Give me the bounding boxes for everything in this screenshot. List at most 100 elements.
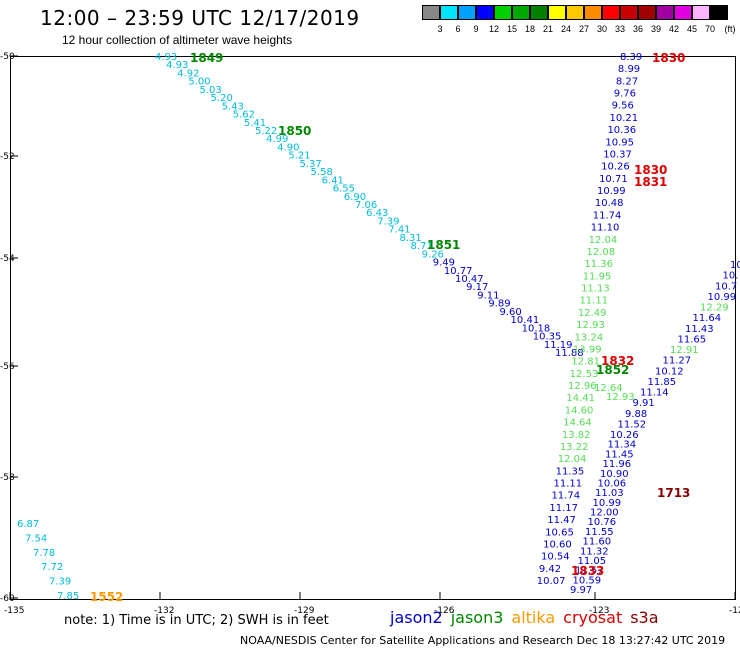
colorbar-label: 12 <box>488 24 499 34</box>
track-time-label: 1552 <box>90 590 123 604</box>
satellite-legend: jason2 jason3 altika cryosat s3a <box>390 608 667 627</box>
swh-value: 7.41 <box>388 225 410 236</box>
swh-value: 10.65 <box>545 527 574 538</box>
swh-value: 5.37 <box>299 159 321 170</box>
legend-altika: altika <box>511 608 556 627</box>
y-tick-label: -58 <box>0 473 15 483</box>
colorbar-swatch <box>440 5 458 20</box>
swh-value: 8.71 <box>411 241 433 252</box>
colorbar-swatch <box>458 5 476 20</box>
swh-value: 12.04 <box>558 454 587 465</box>
swh-value: 10.18 <box>522 323 551 334</box>
swh-value: 13.99 <box>573 344 602 355</box>
swh-value: 11.32 <box>580 546 609 557</box>
swh-value: 10.06 <box>598 478 627 489</box>
swh-value: 10.59 <box>573 575 602 586</box>
swh-value: 9.91 <box>633 398 655 409</box>
swh-value: 12.49 <box>578 308 607 319</box>
legend-jason3: jason3 <box>450 608 504 627</box>
y-tick-label: -52 <box>0 152 15 162</box>
swh-value: 6.87 <box>17 519 39 530</box>
swh-value: 10.99 <box>708 292 737 303</box>
swh-value: 8.39 <box>620 52 642 63</box>
swh-value: 10.76 <box>588 517 617 528</box>
swh-value: 9.56 <box>612 101 634 112</box>
swh-value: 10.26 <box>610 430 639 441</box>
map-plot-frame <box>10 56 736 600</box>
legend-jason2: jason2 <box>390 608 443 627</box>
swh-value: 11.35 <box>556 466 585 477</box>
x-tick-label: -132 <box>154 606 174 616</box>
swh-value: 11.11 <box>554 479 583 490</box>
swh-value: 10.12 <box>655 366 684 377</box>
colorbar-label: 70 <box>704 24 715 34</box>
swh-value: 9.42 <box>539 564 561 575</box>
swh-value: 9.76 <box>614 89 636 100</box>
swh-value: 5.62 <box>233 110 255 121</box>
swh-value: 11.55 <box>585 527 614 538</box>
swh-value: 10. <box>723 271 739 282</box>
swh-value: 10.36 <box>607 125 636 136</box>
x-tick-label: -135 <box>4 606 24 616</box>
swh-value: 10.71 <box>599 174 628 185</box>
swh-value: 11.88 <box>555 348 584 359</box>
swh-value: 11.03 <box>595 488 624 499</box>
swh-value: 7.78 <box>33 548 55 559</box>
swh-value: 12.96 <box>568 381 597 392</box>
track-time-label: 1849 <box>190 51 223 65</box>
colorbar-label: 21 <box>542 24 553 34</box>
swh-value: 11.19 <box>544 340 573 351</box>
colorbar-swatch <box>638 5 656 20</box>
colorbar-swatch <box>692 5 710 20</box>
y-tick-label: -50 <box>0 52 15 62</box>
swh-value: 5.20 <box>211 93 233 104</box>
swh-value: 10.48 <box>595 198 624 209</box>
swh-value: 10. <box>730 260 740 271</box>
y-tick-label: -54 <box>0 254 15 264</box>
colorbar-label: 18 <box>524 24 535 34</box>
colorbar-swatch <box>674 5 692 20</box>
colorbar-label: 39 <box>650 24 661 34</box>
track-time-label: 1850 <box>278 124 311 138</box>
swh-value: 10.7 <box>715 281 737 292</box>
swh-value: 11.96 <box>603 459 632 470</box>
swh-value: 10.90 <box>600 469 629 480</box>
swh-value: 6.90 <box>344 192 366 203</box>
footer-credit: NOAA/NESDIS Center for Satellite Applica… <box>240 634 726 647</box>
colorbar-swatch <box>476 5 494 20</box>
swh-value: 9.88 <box>625 409 647 420</box>
swh-value: 12.91 <box>670 345 699 356</box>
swh-value: 11.43 <box>685 324 714 335</box>
colorbar-label: 45 <box>686 24 697 34</box>
colorbar-label: 30 <box>596 24 607 34</box>
track-time-label: 1713 <box>657 486 690 500</box>
colorbar-label: 3 <box>437 24 443 34</box>
swh-value: 10.54 <box>541 552 570 563</box>
swh-value: 13.24 <box>575 332 604 343</box>
swh-value: 11.36 <box>584 259 613 270</box>
swh-value: 9.49 <box>433 258 455 269</box>
swh-value: 9.97 <box>570 585 592 596</box>
swh-value: 12.64 <box>594 383 623 394</box>
swh-value: 11.95 <box>583 271 612 282</box>
track-time-label: 1851 <box>427 238 460 252</box>
swh-value: 9.11 <box>477 290 499 301</box>
swh-value: 7.39 <box>377 216 399 227</box>
legend-cryosat: cryosat <box>563 608 623 627</box>
colorbar-label: 15 <box>506 24 517 34</box>
swh-value: 5.03 <box>199 85 221 96</box>
swh-value: 11.17 <box>549 503 578 514</box>
swh-value: 4.93 <box>155 52 177 63</box>
swh-value: 7.06 <box>355 200 377 211</box>
x-tick-label: -129 <box>294 606 315 616</box>
swh-value: 14.60 <box>565 405 594 416</box>
swh-value: 6.41 <box>322 175 344 186</box>
swh-value: 7.72 <box>41 562 63 573</box>
swh-value: 5.22 <box>255 126 277 137</box>
swh-value: 4.99 <box>266 134 288 145</box>
colorbar-swatch <box>494 5 512 20</box>
page-title: 12:00 – 23:59 UTC 12/17/2019 <box>40 6 360 30</box>
swh-value: 8.31 <box>399 233 421 244</box>
swh-value: 13.82 <box>562 430 591 441</box>
